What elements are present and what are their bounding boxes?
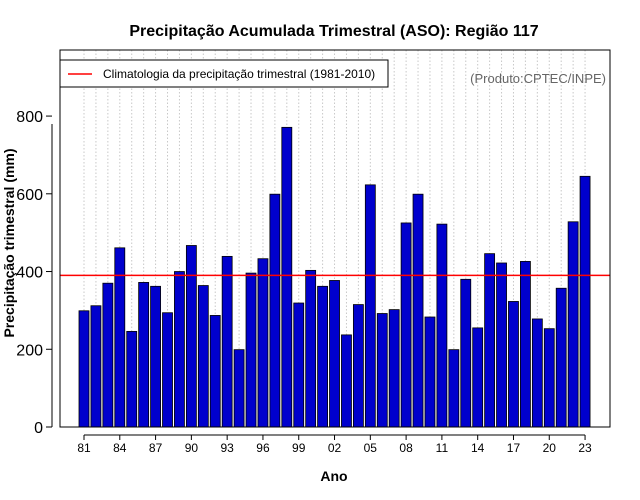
bar-2014 bbox=[472, 327, 484, 428]
bar-1988 bbox=[162, 312, 173, 428]
x-tick-label-2020: 20 bbox=[543, 441, 557, 455]
y-tick-label-200: 200 bbox=[16, 342, 43, 359]
bar-1989 bbox=[174, 271, 185, 428]
bar-2001 bbox=[317, 285, 329, 428]
bar-2022 bbox=[567, 221, 579, 428]
bars bbox=[78, 126, 591, 428]
bar-2006 bbox=[376, 313, 388, 428]
bar-1982 bbox=[90, 305, 102, 428]
bar-1994 bbox=[233, 349, 245, 428]
bar-2011 bbox=[436, 223, 448, 428]
bar-2002 bbox=[329, 280, 340, 428]
chart-title: Precipitação Acumulada Trimestral (ASO):… bbox=[129, 23, 538, 40]
x-tick-label-2014: 14 bbox=[471, 441, 485, 455]
bar-2021 bbox=[555, 287, 567, 428]
bar-1986 bbox=[138, 282, 150, 428]
bar-1993 bbox=[221, 255, 233, 428]
bar-1996 bbox=[257, 258, 269, 428]
bar-1998 bbox=[281, 126, 293, 428]
x-tick-label-2005: 05 bbox=[364, 441, 378, 455]
bar-1987 bbox=[150, 285, 161, 428]
y-axis-title: Precipitação trimestral (mm) bbox=[1, 148, 17, 337]
bar-1999 bbox=[293, 302, 305, 428]
x-tick-label-1984: 84 bbox=[113, 441, 127, 455]
bar-1983 bbox=[102, 282, 114, 428]
bar-2023 bbox=[579, 175, 591, 428]
bar-2000 bbox=[305, 269, 317, 428]
x-tick-label-2008: 08 bbox=[399, 441, 413, 455]
x-tick-label-1996: 96 bbox=[256, 441, 270, 455]
y-tick-label-400: 400 bbox=[16, 265, 43, 282]
x-tick-label-2017: 17 bbox=[507, 441, 521, 455]
bar-1992 bbox=[209, 315, 221, 428]
bar-1981 bbox=[78, 310, 90, 428]
bar-2009 bbox=[412, 193, 424, 428]
bar-1997 bbox=[269, 193, 281, 428]
bar-2004 bbox=[352, 304, 364, 428]
bar-2019 bbox=[531, 318, 543, 428]
x-tick-label-2002: 02 bbox=[328, 441, 342, 455]
y-tick-label-0: 0 bbox=[34, 420, 43, 437]
bar-2007 bbox=[388, 309, 400, 428]
bar-2020 bbox=[543, 328, 555, 428]
y-tick-label-800: 800 bbox=[16, 109, 43, 126]
x-axis: 81 84 87 90 93 96 99 02 05 08 11 14 17 20 23 bbox=[77, 434, 592, 455]
bar-2012 bbox=[448, 349, 460, 428]
bar-2008 bbox=[400, 222, 412, 428]
legend-label: Climatologia da precipitação trimestral … bbox=[103, 67, 375, 81]
x-tick-label-1990: 90 bbox=[185, 441, 199, 455]
x-tick-label-1993: 93 bbox=[220, 441, 234, 455]
bar-2018 bbox=[520, 261, 531, 428]
x-tick-label-2023: 23 bbox=[578, 441, 592, 455]
legend: Climatologia da precipitação trimestral … bbox=[59, 59, 389, 88]
x-tick-label-1987: 87 bbox=[149, 441, 163, 455]
bar-1990 bbox=[185, 245, 197, 428]
bar-1985 bbox=[126, 330, 138, 428]
legend-box bbox=[59, 59, 389, 88]
x-tick-label-1981: 81 bbox=[77, 441, 91, 455]
bar-1991 bbox=[197, 285, 209, 428]
bar-2016 bbox=[496, 262, 507, 428]
bar-2003 bbox=[341, 334, 352, 428]
bar-2013 bbox=[460, 278, 472, 428]
plot-frame bbox=[59, 49, 611, 428]
bar-2017 bbox=[508, 301, 519, 428]
y-tick-label-600: 600 bbox=[16, 187, 43, 204]
x-axis-title: Ano bbox=[320, 468, 347, 484]
bar-1995 bbox=[245, 272, 257, 428]
x-tick-label-1999: 99 bbox=[292, 441, 306, 455]
bar-2005 bbox=[364, 184, 376, 428]
x-tick-label-2011: 11 bbox=[436, 441, 449, 455]
bar-2015 bbox=[484, 253, 496, 428]
credit-text: (Produto:CPTEC/INPE) bbox=[470, 71, 606, 86]
y-axis: 0 200 400 600 800 bbox=[16, 109, 53, 437]
bar-2010 bbox=[424, 316, 436, 428]
